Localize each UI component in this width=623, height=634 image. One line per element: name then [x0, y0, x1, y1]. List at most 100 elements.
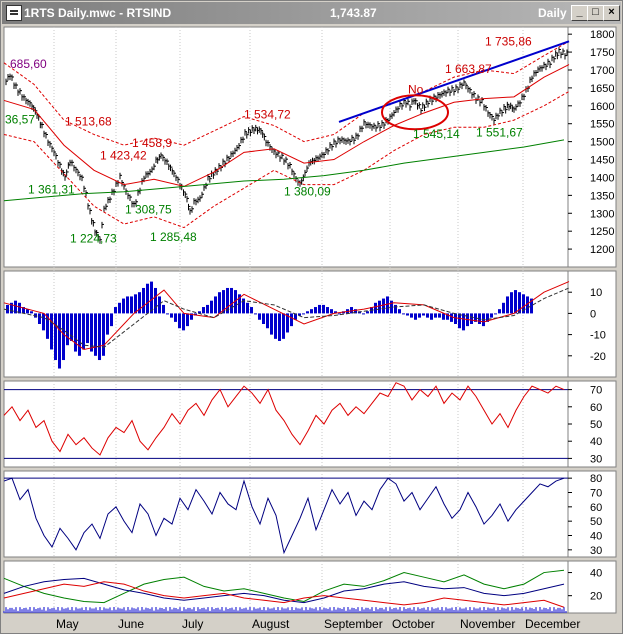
- macd-histogram-bar: [62, 313, 65, 361]
- y-tick-label: 1750: [590, 47, 614, 59]
- macd-histogram-bar: [70, 313, 73, 341]
- y-tick-label: 70: [590, 385, 602, 397]
- macd-histogram-bar: [214, 296, 217, 314]
- macd-histogram-bar: [498, 309, 501, 314]
- price-annotation: 1 545,14: [413, 127, 460, 141]
- y-tick-label: 1700: [590, 65, 614, 77]
- macd-histogram-bar: [242, 298, 245, 314]
- macd-histogram-bar: [518, 292, 521, 314]
- macd-histogram-bar: [246, 302, 249, 314]
- y-tick-label: 1600: [590, 101, 614, 113]
- trend-line: [338, 40, 570, 123]
- price-annotation: 1 361,31: [28, 183, 75, 197]
- macd-histogram-bar: [118, 302, 121, 314]
- macd-histogram-bar: [450, 313, 453, 322]
- chart-area[interactable]: May June July August September October Novembe…: [2, 25, 622, 633]
- macd-histogram-bar: [334, 311, 337, 314]
- price-annotation: 1 224,73: [70, 232, 117, 246]
- panel-1-axis-area: [567, 26, 617, 268]
- title-bar[interactable]: 1RTS Daily.mwc - RTSIND 1,743.87 Daily _…: [2, 2, 621, 24]
- macd-histogram-bar: [154, 287, 157, 314]
- price-annotation: 1 513,68: [65, 115, 112, 129]
- chart-window-icon[interactable]: [6, 5, 22, 21]
- macd-histogram-bar: [158, 296, 161, 314]
- panel-4-background: [3, 470, 569, 558]
- macd-histogram-bar: [326, 307, 329, 314]
- y-tick-label: 60: [590, 502, 602, 514]
- macd-histogram-bar: [286, 313, 289, 333]
- macd-histogram-bar: [174, 313, 177, 322]
- y-tick-label: 50: [590, 516, 602, 528]
- y-tick-label: 10: [590, 287, 602, 299]
- macd-histogram-bar: [398, 309, 401, 314]
- close-button[interactable]: ×: [603, 5, 620, 21]
- macd-histogram-bar: [46, 313, 49, 339]
- macd-histogram-bar: [294, 313, 297, 320]
- macd-histogram-bar: [438, 313, 441, 318]
- price-annotation: 36,57: [5, 113, 35, 127]
- envelope-band-line: [3, 40, 570, 146]
- macd-histogram-bar: [530, 298, 533, 314]
- y-tick-label: 30: [590, 453, 602, 465]
- y-tick-label: 1500: [590, 137, 614, 149]
- macd-histogram-bar: [198, 311, 201, 314]
- macd-histogram-bar: [210, 300, 213, 314]
- macd-histogram-bar: [54, 313, 57, 361]
- macd-histogram-bar: [386, 296, 389, 314]
- macd-histogram-bar: [290, 313, 293, 327]
- macd-histogram-bar: [98, 313, 101, 361]
- y-tick-label: 60: [590, 402, 602, 414]
- macd-histogram-bar: [90, 313, 93, 352]
- y-tick-label: 1350: [590, 190, 614, 202]
- macd-histogram-bar: [410, 313, 413, 318]
- macd-histogram-bar: [302, 313, 305, 315]
- macd-histogram-bar: [126, 296, 129, 314]
- macd-histogram-bar: [186, 313, 189, 327]
- macd-histogram-bar: [182, 313, 185, 331]
- macd-histogram-bar: [446, 313, 449, 320]
- macd-histogram-bar: [202, 307, 205, 314]
- macd-histogram-bar: [486, 313, 489, 322]
- y-tick-label: 1550: [590, 119, 614, 131]
- month-label: December: [525, 617, 580, 631]
- y-tick-label: 40: [590, 568, 602, 580]
- macd-histogram-bar: [298, 313, 301, 316]
- macd-histogram-bar: [454, 313, 457, 324]
- macd-histogram-bar: [178, 313, 181, 329]
- macd-histogram-bar: [430, 313, 433, 320]
- macd-histogram-bar: [522, 294, 525, 314]
- minimize-button[interactable]: _: [571, 5, 588, 21]
- macd-histogram-bar: [114, 307, 117, 314]
- macd-histogram-bar: [18, 302, 21, 314]
- y-tick-label: 1300: [590, 208, 614, 220]
- price-annotation: 1 380,09: [284, 184, 331, 198]
- dmi-line: [3, 581, 565, 608]
- macd-histogram-bar: [74, 313, 77, 352]
- macd-histogram-bar: [474, 313, 477, 322]
- macd-histogram-bar: [94, 313, 97, 356]
- macd-histogram-bar: [278, 313, 281, 341]
- maximize-button[interactable]: □: [587, 5, 604, 21]
- macd-histogram-bar: [310, 309, 313, 314]
- y-tick-label: 1450: [590, 155, 614, 167]
- macd-histogram-bar: [146, 283, 149, 314]
- macd-histogram-bar: [382, 298, 385, 314]
- price-annotation: 1 534,72: [244, 107, 291, 121]
- macd-histogram-bar: [514, 290, 517, 314]
- macd-histogram-bar: [6, 304, 9, 314]
- moving-average-line: [3, 64, 570, 187]
- y-tick-label: 1400: [590, 172, 614, 184]
- macd-histogram-bar: [426, 313, 429, 318]
- macd-histogram-bar: [110, 313, 113, 327]
- price-annotation: 685,60: [10, 57, 47, 71]
- macd-histogram-bar: [414, 313, 417, 320]
- macd-histogram-bar: [122, 298, 125, 314]
- macd-histogram-bar: [166, 313, 169, 315]
- price-annotation: 1 285,48: [150, 230, 197, 244]
- macd-histogram-bar: [354, 309, 357, 314]
- macd-histogram-bar: [250, 307, 253, 314]
- price-annotation: 1 551,67: [476, 125, 523, 139]
- macd-signal-line: [3, 281, 570, 350]
- macd-histogram-bar: [86, 313, 89, 344]
